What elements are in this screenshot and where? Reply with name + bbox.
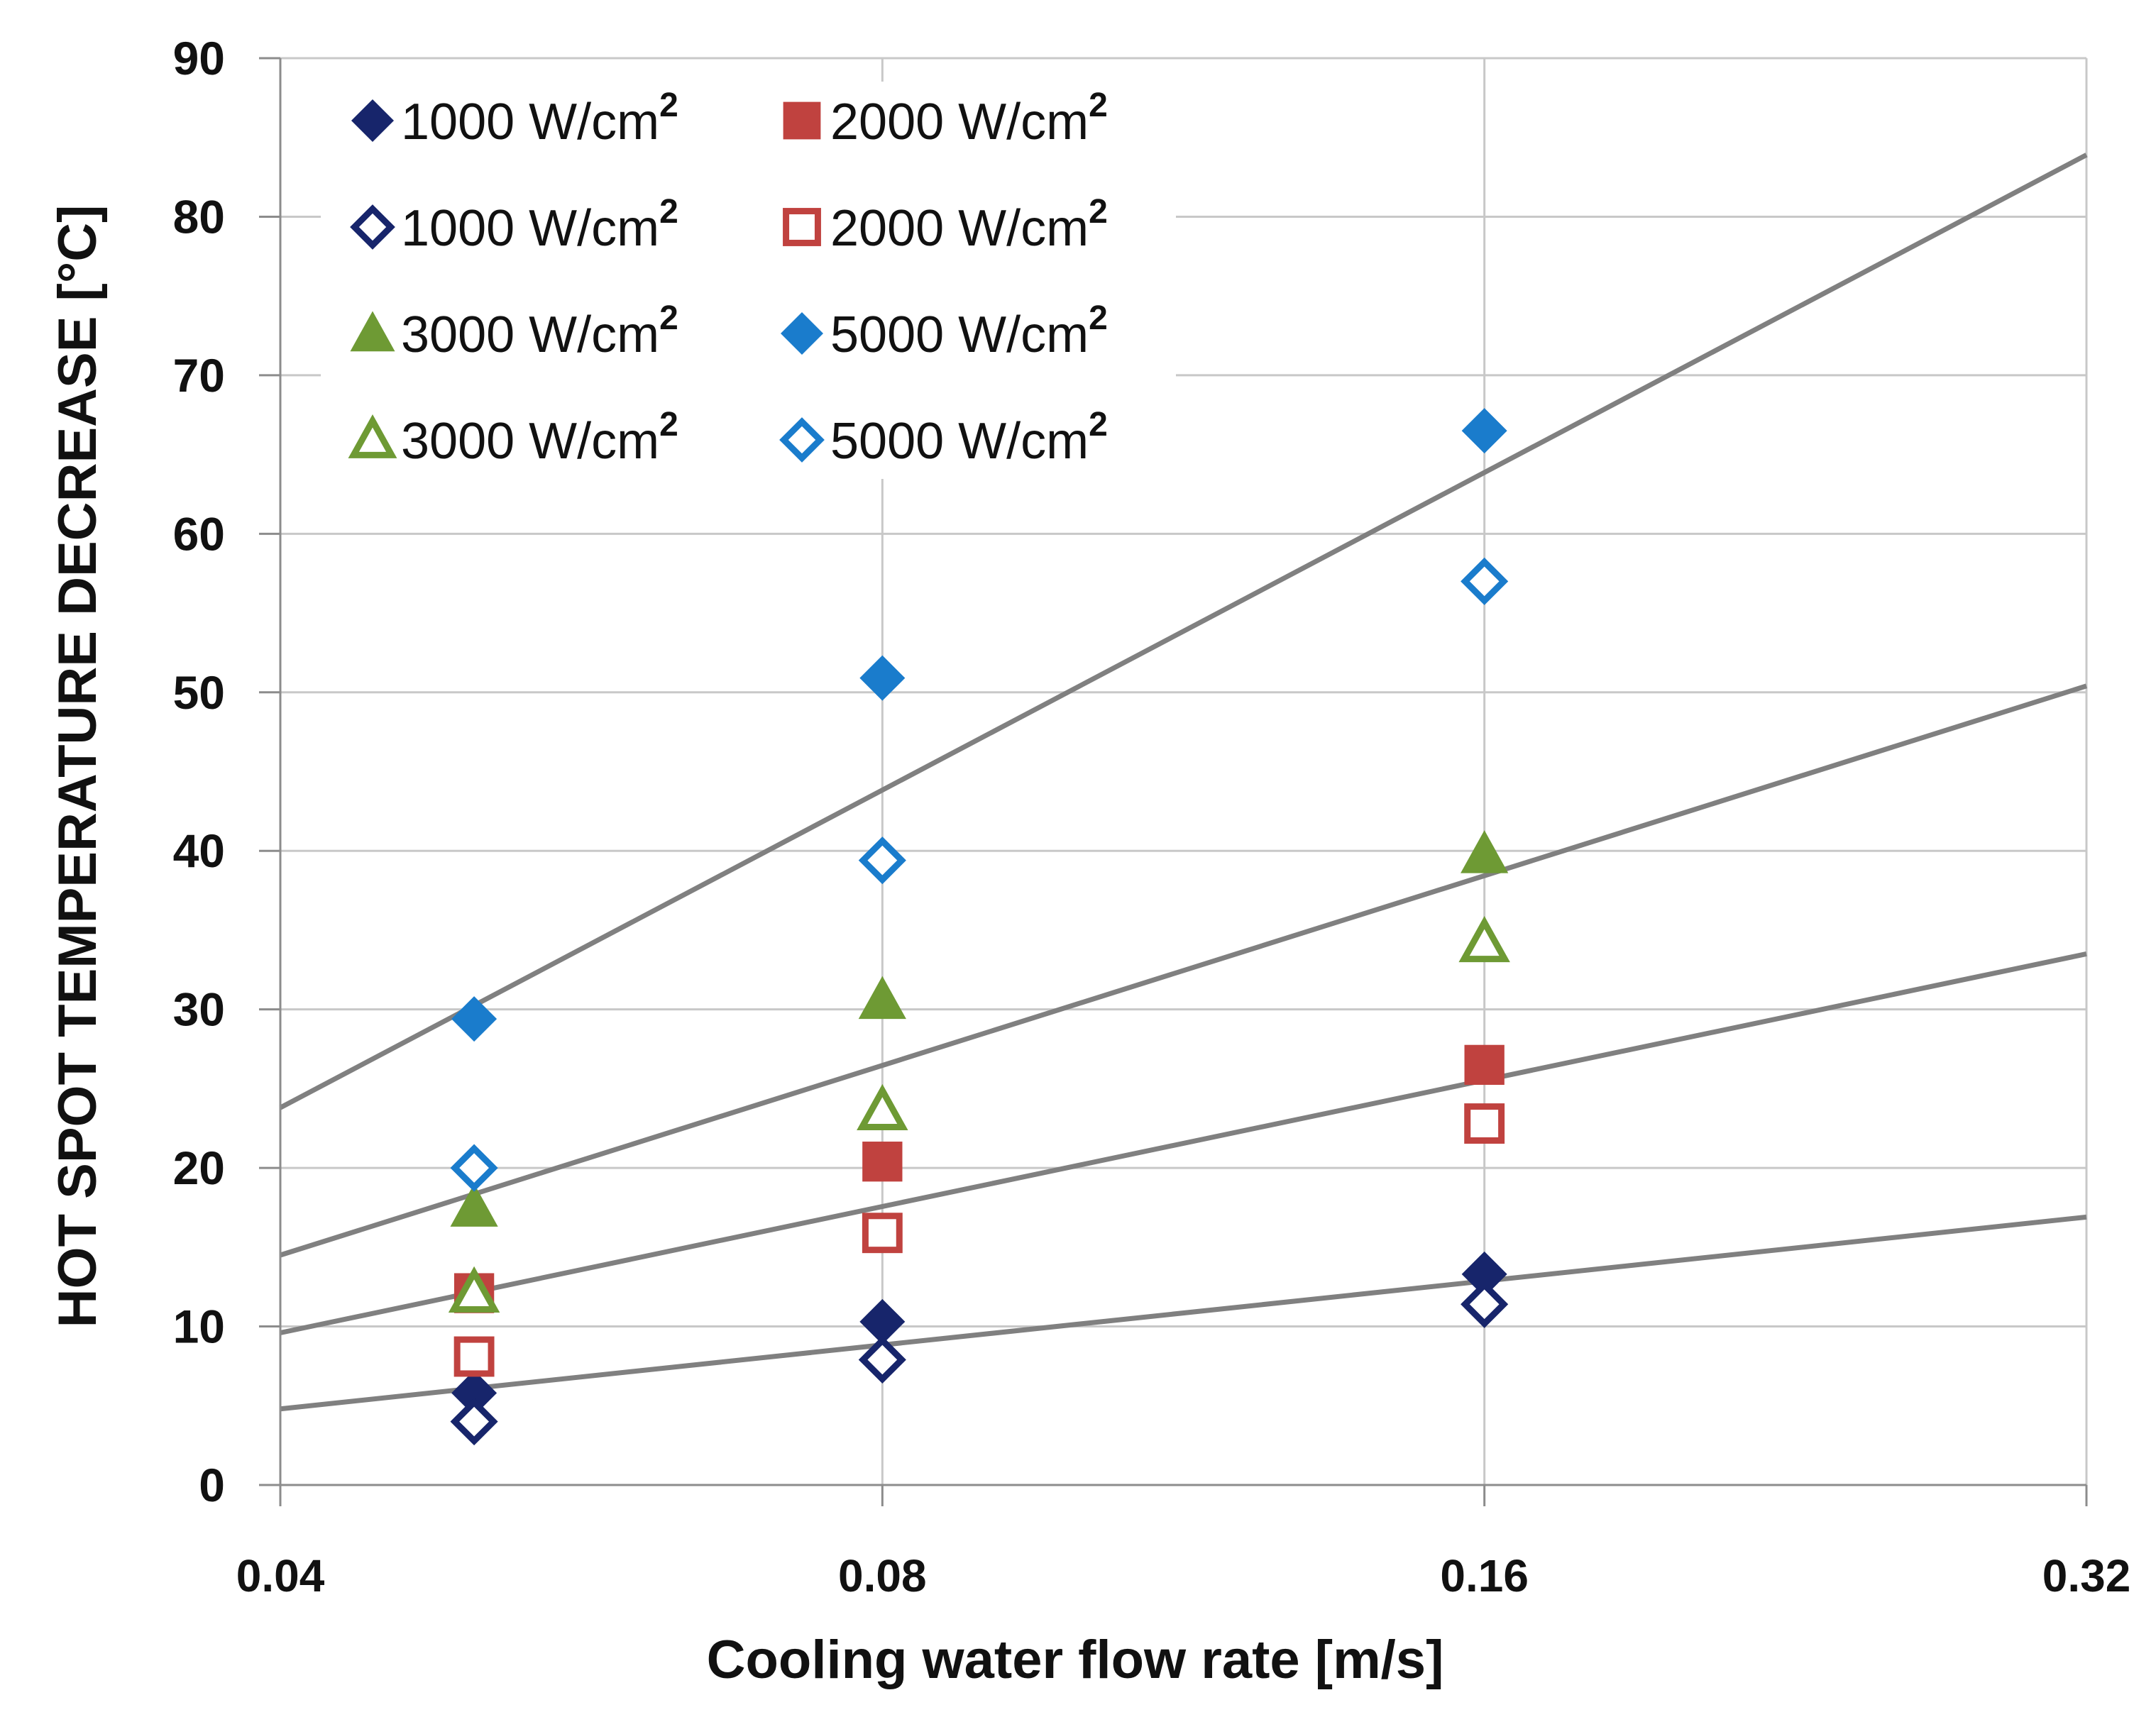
- data-point-3000-filled-2: [1461, 830, 1509, 873]
- legend-item: 1000 W/cm2: [350, 193, 678, 257]
- data-point-3000-hollow-0: [448, 1266, 500, 1313]
- data-point-5000-filled-0: [451, 996, 497, 1042]
- legend-label: 1000 W/cm2: [401, 87, 678, 150]
- data-point-2000-hollow-1: [862, 1213, 903, 1254]
- y-tick-label: 90: [173, 32, 225, 84]
- y-tick-label: 80: [173, 190, 225, 243]
- x-tick-label: 0.04: [236, 1550, 325, 1601]
- data-point-1000-hollow-2: [1461, 1280, 1509, 1328]
- y-tick-label: 40: [173, 824, 225, 877]
- legend-item: 5000 W/cm2: [779, 406, 1108, 470]
- legend-label-superscript: 2: [659, 193, 678, 231]
- legend-label: 3000 W/cm2: [401, 406, 678, 470]
- legend-label-text: 3000 W/cm: [401, 413, 659, 470]
- legend-marker-5000-hollow: [779, 417, 825, 463]
- legend-label-superscript: 2: [1089, 299, 1108, 337]
- x-tick-label: 0.08: [838, 1550, 927, 1601]
- trendline-2000: [280, 951, 2087, 1335]
- legend-label: 2000 W/cm2: [830, 87, 1108, 150]
- legend-item: 1000 W/cm2: [351, 87, 678, 150]
- legend-label: 1000 W/cm2: [401, 193, 678, 257]
- data-point-5000-hollow-2: [1461, 557, 1509, 605]
- legend-label: 5000 W/cm2: [830, 299, 1108, 363]
- legend-marker-3000-hollow: [348, 414, 397, 458]
- y-tick-label: 20: [173, 1142, 225, 1194]
- data-point-3000-hollow-2: [1458, 915, 1510, 963]
- data-point-3000-hollow-1: [857, 1083, 908, 1131]
- legend-label-text: 5000 W/cm: [830, 307, 1089, 363]
- data-point-2000-filled-1: [862, 1142, 903, 1182]
- legend-label-superscript: 2: [1089, 87, 1108, 124]
- legend-marker-1000-hollow: [350, 204, 395, 250]
- legend-marker-2000-filled: [783, 101, 821, 140]
- y-tick-label: 70: [173, 349, 225, 402]
- y-tick-label: 0: [199, 1459, 225, 1511]
- marker-layer: [448, 408, 1510, 1446]
- y-tick-label: 60: [173, 507, 225, 560]
- legend-marker-3000-filled: [350, 311, 395, 352]
- data-point-1000-filled-2: [1461, 1251, 1507, 1297]
- legend-label-text: 3000 W/cm: [401, 307, 659, 363]
- y-tick-label: 50: [173, 666, 225, 719]
- trendline-3000: [279, 683, 2088, 1258]
- trendline-1000: [280, 1214, 2087, 1412]
- legend-item: 3000 W/cm2: [350, 299, 678, 363]
- legend-label-text: 1000 W/cm: [401, 94, 659, 150]
- legend-item: 2000 W/cm2: [783, 193, 1108, 257]
- legend-label-text: 2000 W/cm: [830, 94, 1089, 150]
- legend-label-superscript: 2: [1089, 406, 1108, 443]
- legend-label-superscript: 2: [659, 87, 678, 124]
- legend-item: 3000 W/cm2: [348, 406, 678, 470]
- data-point-2000-filled-2: [1464, 1044, 1505, 1086]
- trendline-layer: [279, 153, 2088, 1412]
- legend-label-text: 2000 W/cm: [830, 200, 1089, 257]
- legend-marker-1000-filled: [351, 99, 394, 142]
- x-tick-label: 0.32: [2042, 1550, 2131, 1601]
- data-point-5000-hollow-1: [858, 837, 906, 885]
- x-axis-title: Cooling water flow rate [m/s]: [707, 1630, 1444, 1690]
- y-tick-label: 10: [173, 1301, 225, 1353]
- legend-item: 2000 W/cm2: [783, 87, 1108, 150]
- data-point-1000-filled-0: [451, 1370, 497, 1416]
- legend-item: 5000 W/cm2: [781, 299, 1108, 363]
- data-point-5000-filled-2: [1461, 408, 1507, 454]
- legend-background: [321, 82, 1176, 479]
- legend-label-superscript: 2: [659, 406, 678, 443]
- trendline-5000: [279, 153, 2088, 1110]
- label-layer: Cooling water flow rate [m/s] HOT SPOT T…: [48, 32, 2130, 1690]
- data-point-3000-filled-1: [858, 976, 906, 1020]
- legend-label: 2000 W/cm2: [830, 193, 1108, 257]
- data-point-1000-hollow-0: [450, 1398, 498, 1446]
- x-tick-label: 0.16: [1440, 1550, 1529, 1601]
- y-tick-label: 30: [173, 983, 225, 1036]
- legend-label-superscript: 2: [659, 299, 678, 337]
- legend-label: 3000 W/cm2: [401, 299, 678, 363]
- legend-label-text: 5000 W/cm: [830, 413, 1089, 470]
- legend-marker-2000-hollow: [783, 208, 821, 246]
- data-point-5000-hollow-0: [450, 1144, 498, 1192]
- y-axis-title: HOT SPOT TEMPERATURE DECREASE [°C]: [48, 205, 108, 1328]
- data-point-2000-hollow-0: [453, 1336, 495, 1377]
- data-point-5000-filled-1: [859, 655, 906, 701]
- legend-label-text: 1000 W/cm: [401, 200, 659, 257]
- legend-label: 5000 W/cm2: [830, 406, 1108, 470]
- axis-layer: [259, 57, 2088, 1506]
- data-point-2000-hollow-2: [1464, 1103, 1505, 1144]
- data-point-1000-hollow-1: [858, 1335, 906, 1384]
- legend-label-superscript: 2: [1089, 193, 1108, 231]
- legend-marker-5000-filled: [781, 312, 823, 355]
- data-point-1000-filled-1: [859, 1298, 906, 1345]
- data-point-3000-filled-0: [450, 1183, 498, 1227]
